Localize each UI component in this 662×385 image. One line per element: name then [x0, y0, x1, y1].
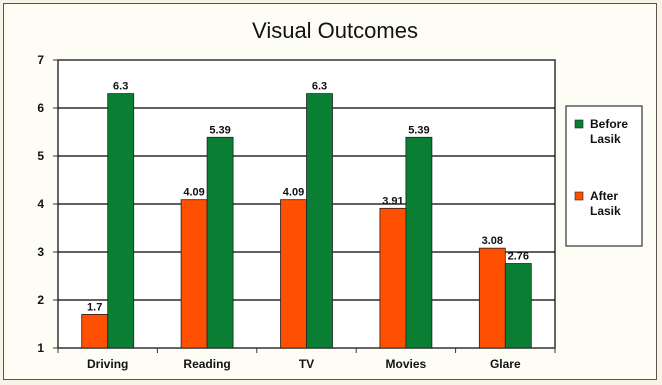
bar: [280, 199, 307, 349]
legend-box: [565, 105, 643, 247]
bar: [405, 136, 433, 349]
data-label: 6.3: [312, 81, 327, 93]
y-tick-label: 5: [37, 149, 44, 163]
data-label: 2.76: [508, 251, 529, 263]
legend-label: Before Lasik: [590, 117, 628, 146]
bar: [504, 263, 532, 349]
data-label: 6.3: [113, 81, 128, 93]
y-tick-label: 1: [37, 341, 44, 355]
data-label: 3.08: [482, 235, 503, 247]
bar: [478, 247, 506, 349]
y-tick-label: 3: [37, 245, 44, 259]
bar: [306, 93, 333, 349]
legend-swatch: [574, 119, 584, 129]
y-tick-label: 6: [37, 101, 44, 115]
legend: Before Lasik After Lasik: [574, 117, 628, 218]
x-tick-label: Glare: [490, 357, 521, 371]
x-axis: Driving Reading TV Movies Glare: [57, 348, 556, 371]
bar: [107, 93, 135, 349]
data-labels: 1.7 6.3 4.09 5.39 4.09 6.3 3.91 5.39 3.08 2.76: [87, 81, 529, 314]
y-axis: 1 2 3 4 5 6 7: [37, 53, 58, 355]
data-label: 4.09: [283, 187, 304, 199]
bar: [379, 207, 407, 349]
y-tick-label: 7: [37, 53, 44, 67]
data-label: 1.7: [87, 301, 102, 313]
bar: [206, 136, 234, 349]
legend-swatch: [574, 191, 584, 201]
x-tick-label: Movies: [386, 357, 427, 371]
data-label: 5.39: [408, 124, 429, 136]
data-label: 3.91: [382, 195, 403, 207]
bars: [81, 93, 532, 349]
legend-label: After Lasik: [590, 189, 621, 218]
x-tick-label: TV: [299, 357, 314, 371]
bar: [180, 199, 208, 349]
bar: [81, 313, 109, 349]
data-label: 4.09: [183, 187, 204, 199]
chart-title: Visual Outcomes: [252, 18, 418, 43]
y-tick-label: 2: [37, 293, 44, 307]
x-tick-label: Reading: [183, 357, 230, 371]
y-tick-label: 4: [37, 197, 44, 211]
x-tick-label: Driving: [87, 357, 128, 371]
data-label: 5.39: [209, 124, 230, 136]
